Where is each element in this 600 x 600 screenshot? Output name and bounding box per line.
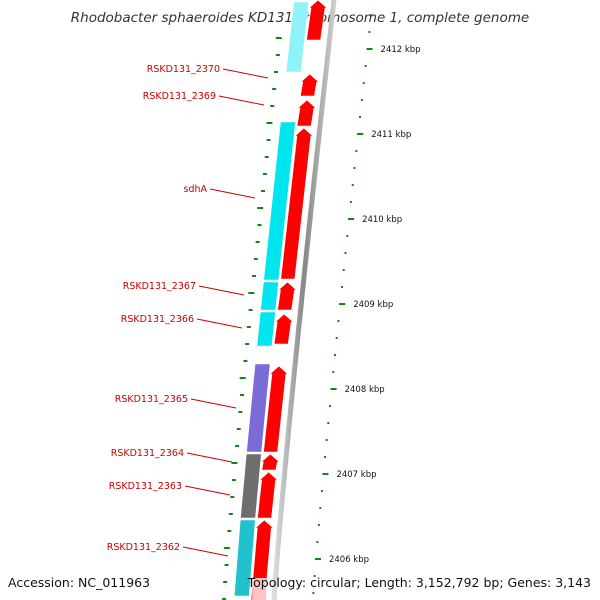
reverse-gene-3 xyxy=(260,281,279,311)
forward-gene-6 xyxy=(273,313,294,345)
forward-strand-genes xyxy=(250,0,328,600)
reverse-gene-7 xyxy=(233,519,256,597)
gene-label: RSKD131_2370 xyxy=(147,64,220,75)
gene-leader-line xyxy=(182,546,229,557)
gene-leader-line xyxy=(190,398,237,409)
scale-label: 2410 kbp xyxy=(362,215,402,225)
scale-label: 2408 kbp xyxy=(345,385,385,395)
gene-label: RSKD131_2366 xyxy=(121,314,194,325)
gene-leader-line xyxy=(186,452,233,463)
gene-label: RSKD131_2362 xyxy=(107,542,180,553)
forward-gene-3 xyxy=(296,99,317,127)
scale-label: 2406 kbp xyxy=(329,555,369,565)
gene-labels: RSKD131_2370 RSKD131_2369 sdhA RSKD131_2367… xyxy=(107,64,269,557)
gene-leader-line xyxy=(218,95,265,106)
forward-gene-4 xyxy=(280,127,314,280)
gene-leader-line xyxy=(184,485,231,496)
scale-label: 2407 kbp xyxy=(336,470,376,480)
forward-gene-5 xyxy=(277,281,298,311)
reverse-gene-4 xyxy=(256,311,276,347)
gene-leader-line xyxy=(196,318,243,329)
forward-gene-9 xyxy=(257,471,279,519)
gene-leader-line xyxy=(222,68,269,79)
scale-label: 2412 kbp xyxy=(381,45,421,55)
gene-leader-line xyxy=(209,188,256,199)
reverse-strand-genes xyxy=(233,1,310,597)
forward-gene-8 xyxy=(260,453,281,471)
gene-label: RSKD131_2369 xyxy=(143,91,216,102)
accession-text: Accession: NC_011963 xyxy=(8,575,151,590)
reverse-gene-1 xyxy=(285,1,310,73)
forward-gene-1 xyxy=(306,0,328,41)
inner-ticks xyxy=(312,14,373,594)
forward-gene-7 xyxy=(263,365,289,453)
gene-label: RSKD131_2363 xyxy=(109,481,182,492)
scale-labels: 2412 kbp 2411 kbp 2410 kbp 2409 kbp 2408 kbp… xyxy=(329,45,421,565)
reverse-gene-6 xyxy=(240,453,262,519)
chromosome-backbone xyxy=(271,0,337,600)
gene-label: sdhA xyxy=(184,184,208,195)
scale-label: 2409 kbp xyxy=(353,300,393,310)
reverse-gene-2 xyxy=(263,121,296,281)
outer-ticks xyxy=(222,37,282,600)
scale-label: 2411 kbp xyxy=(371,130,411,140)
reverse-gene-5 xyxy=(246,363,271,453)
gene-leader-line xyxy=(198,285,245,296)
topology-text: Topology: circular; Length: 3,152,792 bp… xyxy=(247,575,591,590)
gene-label: RSKD131_2365 xyxy=(115,394,188,405)
backbone-line xyxy=(271,0,337,600)
forward-gene-2 xyxy=(299,73,320,97)
gene-label: RSKD131_2364 xyxy=(111,448,184,459)
gene-label: RSKD131_2367 xyxy=(123,281,196,292)
forward-gene-faded xyxy=(252,578,267,600)
